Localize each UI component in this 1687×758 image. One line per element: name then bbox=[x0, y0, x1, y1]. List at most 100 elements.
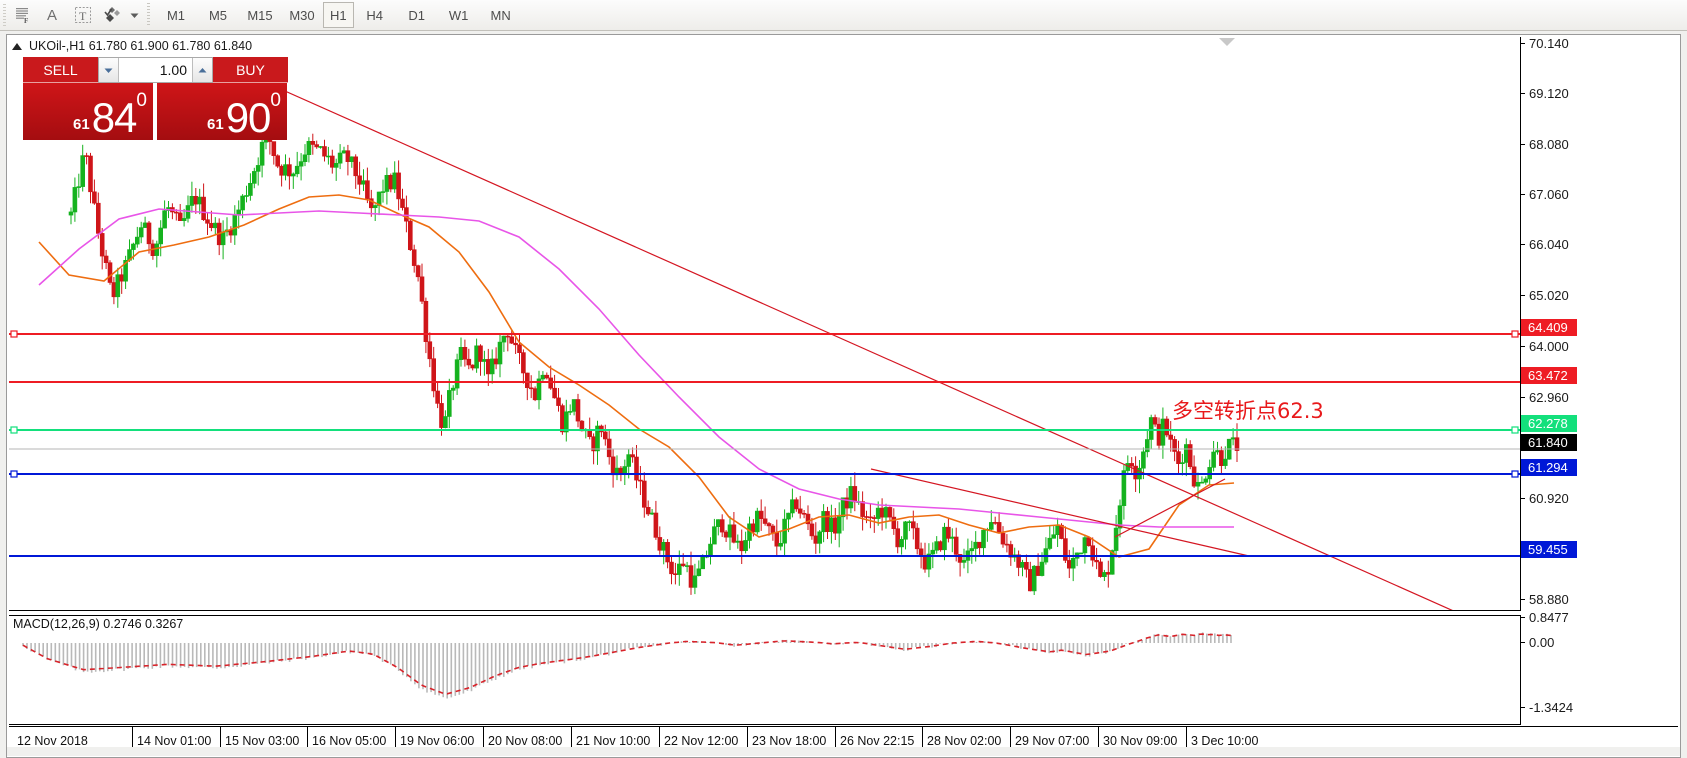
chart-annotation-text[interactable]: 多空转折点62.3 bbox=[1172, 399, 1324, 423]
candle-body bbox=[1219, 450, 1224, 466]
timeframe-h1[interactable]: H1 bbox=[323, 2, 354, 28]
trendline-inner-red[interactable] bbox=[870, 468, 1250, 557]
trendline-downward-red[interactable] bbox=[248, 74, 1521, 611]
svg-text:T: T bbox=[79, 9, 87, 23]
buy-button[interactable]: BUY bbox=[213, 57, 288, 83]
volume-input[interactable]: 1.00 bbox=[159, 62, 187, 78]
candle-body bbox=[244, 195, 249, 197]
objects-icon[interactable] bbox=[98, 2, 128, 28]
buy-price-box[interactable]: 61 90 0 bbox=[157, 83, 287, 140]
candle-body bbox=[657, 537, 663, 551]
toolbar-grip[interactable] bbox=[1, 4, 8, 26]
level-line-61294-handle-left[interactable] bbox=[10, 470, 18, 478]
candle-body bbox=[1027, 569, 1033, 592]
price-tick-65-020: 65.020 bbox=[1521, 287, 1569, 303]
price-tick-58-880: 58.880 bbox=[1521, 591, 1569, 607]
one-click-trading-panel[interactable]: SELL 1.00 BUY 61 84 bbox=[23, 57, 288, 140]
candle-body bbox=[1020, 561, 1025, 568]
time-axis[interactable]: 12 Nov 2018 14 Nov 01:00 15 Nov 03:00 16 No… bbox=[9, 726, 1678, 755]
candle-body bbox=[240, 195, 245, 211]
candle-body bbox=[1199, 481, 1205, 484]
candle-body bbox=[1063, 538, 1068, 561]
price-axis[interactable]: 70.140 69.120 68.080 67.060 66.040 65.020 64.0… bbox=[1521, 37, 1678, 611]
trendline-rising-red[interactable] bbox=[1114, 478, 1226, 538]
candle-body bbox=[411, 249, 417, 266]
chevron-down-icon[interactable] bbox=[128, 2, 140, 28]
level-line-64409-handle-left[interactable] bbox=[10, 330, 18, 338]
candle-body bbox=[1184, 444, 1189, 463]
candle-body bbox=[770, 525, 776, 533]
candle-body bbox=[571, 399, 577, 412]
candle-body bbox=[606, 438, 612, 458]
resistance-label-63472[interactable]: 63.472 bbox=[1521, 367, 1577, 384]
candle-body bbox=[1051, 534, 1056, 539]
trade-panel-top-row: SELL 1.00 BUY bbox=[23, 57, 288, 83]
text-label-icon[interactable]: A bbox=[38, 2, 68, 28]
candle-body bbox=[138, 227, 144, 238]
current-price-label[interactable]: 61.840 bbox=[1521, 434, 1577, 451]
candle-body bbox=[891, 516, 897, 530]
candle-body bbox=[298, 161, 304, 167]
time-tick-2: 15 Nov 03:00 bbox=[220, 727, 299, 755]
indicator-list-icon[interactable]: F bbox=[8, 2, 38, 28]
timeframe-w1[interactable]: W1 bbox=[448, 7, 469, 23]
timeframe-m15[interactable]: M15 bbox=[247, 7, 273, 23]
price-tick-label: 68.080 bbox=[1529, 136, 1569, 152]
candle-body bbox=[349, 156, 355, 163]
macd-pane[interactable]: MACD(12,26,9) 0.2746 0.3267 bbox=[9, 615, 1521, 725]
candle-body bbox=[400, 198, 405, 208]
text-object-icon[interactable]: T bbox=[68, 2, 98, 28]
pivot-label-62278[interactable]: 62.278 bbox=[1521, 415, 1577, 432]
candle-body bbox=[618, 467, 624, 474]
timeframe-m1[interactable]: M1 bbox=[166, 7, 186, 23]
buy-price-sup: 0 bbox=[270, 90, 281, 111]
horizontal-scrollbar[interactable] bbox=[7, 747, 1680, 756]
candle-body bbox=[1004, 543, 1010, 546]
sell-button[interactable]: SELL bbox=[23, 57, 98, 83]
candle-body bbox=[174, 211, 179, 214]
candle-body bbox=[786, 512, 791, 520]
price-tick-60-920: 60.920 bbox=[1521, 490, 1569, 506]
timeframe-d1[interactable]: D1 bbox=[408, 7, 425, 23]
timeframe-m30[interactable]: M30 bbox=[289, 7, 315, 23]
level-line-61294-handle-right[interactable] bbox=[1511, 470, 1519, 478]
resistance-label-64409[interactable]: 64.409 bbox=[1521, 319, 1577, 336]
candle-body bbox=[563, 411, 569, 433]
level-line-62278-handle-left[interactable] bbox=[10, 426, 18, 434]
chart-canvas[interactable]: UKOil-,H1 61.780 61.900 61.780 61.840 SE… bbox=[9, 37, 1678, 755]
sell-price-box[interactable]: 61 84 0 bbox=[23, 83, 153, 140]
candle-body bbox=[1090, 545, 1095, 561]
chart-header: UKOil-,H1 61.780 61.900 61.780 61.840 bbox=[12, 39, 252, 53]
volume-increment-icon[interactable] bbox=[192, 58, 212, 82]
candle-body bbox=[903, 521, 908, 540]
candle-body bbox=[817, 531, 823, 544]
candle-body bbox=[988, 522, 994, 530]
candle-body bbox=[1086, 537, 1092, 547]
timeframe-mn[interactable]: MN bbox=[490, 7, 511, 23]
support-label-61294[interactable]: 61.294 bbox=[1521, 459, 1577, 476]
candle-body bbox=[423, 300, 429, 342]
level-line-62278-handle-right[interactable] bbox=[1511, 426, 1519, 434]
collapse-triangle-icon[interactable] bbox=[12, 42, 22, 50]
sell-price-big: 84 bbox=[91, 94, 138, 140]
volume-decrement-icon[interactable] bbox=[99, 58, 119, 82]
ma-slow-magenta bbox=[38, 208, 1234, 528]
chart-marker-triangle bbox=[1219, 38, 1235, 46]
level-line-64409-handle-right[interactable] bbox=[1511, 330, 1519, 338]
candle-body bbox=[1039, 561, 1045, 576]
candle-body bbox=[634, 456, 639, 481]
candle-body bbox=[567, 411, 573, 413]
volume-stepper[interactable]: 1.00 bbox=[98, 57, 213, 83]
candle-body bbox=[1230, 437, 1236, 440]
main-toolbar: F A T M1 M5 M15 bbox=[0, 0, 1687, 31]
candle-body bbox=[341, 150, 347, 154]
support-label-59455[interactable]: 59.455 bbox=[1521, 541, 1577, 558]
candle-body bbox=[676, 563, 682, 575]
price-pane[interactable] bbox=[9, 37, 1521, 611]
time-tick-9: 26 Nov 22:15 bbox=[835, 727, 914, 755]
time-tick-8: 23 Nov 18:00 bbox=[747, 727, 826, 755]
candle-body bbox=[162, 210, 167, 229]
timeframe-m5[interactable]: M5 bbox=[208, 7, 228, 23]
timeframe-h4[interactable]: H4 bbox=[366, 7, 383, 23]
candle-body bbox=[809, 523, 815, 537]
